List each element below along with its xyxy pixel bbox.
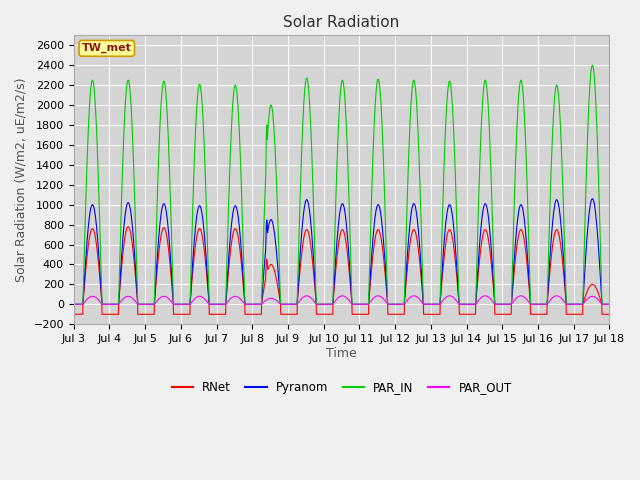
PAR_IN [573, 301, 580, 307]
PAR_IN [369, 166, 376, 172]
PAR_IN [605, 301, 613, 307]
PAR_IN [558, 162, 566, 168]
Line: Pyranom: Pyranom [74, 199, 609, 304]
RNet [497, 312, 505, 317]
Pyranom [588, 196, 596, 202]
PAR_IN [357, 301, 365, 307]
RNet [369, 254, 376, 260]
PAR_OUT [70, 301, 77, 307]
PAR_IN [588, 62, 596, 68]
Line: RNet: RNet [74, 227, 609, 314]
PAR_OUT [559, 296, 566, 302]
Pyranom [497, 301, 505, 307]
Line: PAR_OUT: PAR_OUT [74, 296, 609, 304]
Pyranom [220, 301, 227, 307]
Text: TW_met: TW_met [82, 43, 132, 53]
RNet [124, 224, 132, 229]
Pyranom [558, 235, 566, 241]
RNet [605, 312, 613, 317]
Pyranom [605, 301, 613, 307]
PAR_OUT [220, 301, 227, 307]
RNet [573, 312, 581, 317]
RNet [357, 312, 365, 317]
RNet [559, 256, 566, 262]
Pyranom [70, 301, 77, 307]
PAR_OUT [573, 301, 581, 307]
PAR_IN [497, 301, 505, 307]
Pyranom [573, 301, 580, 307]
PAR_OUT [369, 296, 376, 302]
RNet [70, 312, 77, 317]
Y-axis label: Solar Radiation (W/m2, uE/m2/s): Solar Radiation (W/m2, uE/m2/s) [15, 78, 28, 282]
Line: PAR_IN: PAR_IN [74, 65, 609, 304]
PAR_OUT [357, 301, 365, 307]
PAR_OUT [303, 293, 310, 299]
Pyranom [357, 301, 365, 307]
PAR_OUT [497, 301, 505, 307]
X-axis label: Time: Time [326, 347, 357, 360]
Legend: RNet, Pyranom, PAR_IN, PAR_OUT: RNet, Pyranom, PAR_IN, PAR_OUT [167, 377, 516, 399]
RNet [220, 312, 227, 317]
Pyranom [369, 241, 376, 247]
PAR_OUT [605, 301, 613, 307]
PAR_IN [70, 301, 77, 307]
PAR_IN [220, 301, 227, 307]
Title: Solar Radiation: Solar Radiation [284, 15, 400, 30]
